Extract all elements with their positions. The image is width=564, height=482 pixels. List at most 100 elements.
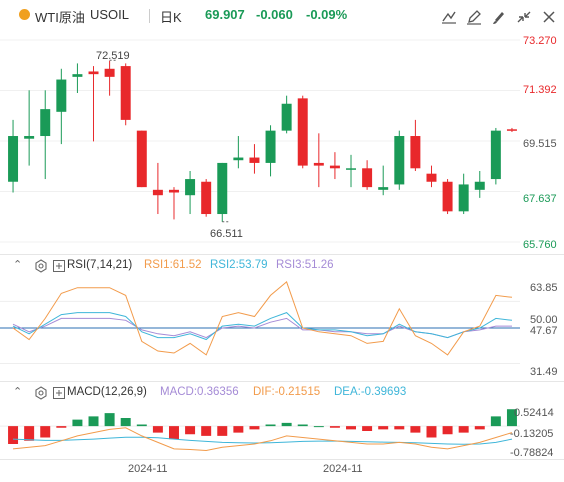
candle-body — [249, 157, 260, 163]
macd-bar — [458, 426, 469, 433]
macd-bar — [506, 409, 517, 427]
candlestick-chart[interactable] — [0, 32, 564, 254]
settings-icon[interactable] — [34, 259, 48, 273]
compress-icon — [517, 11, 531, 23]
candle-body — [281, 103, 292, 131]
macd-bar — [40, 426, 51, 438]
price-tick-5: 65.760 — [523, 239, 557, 251]
macd-bar — [490, 416, 501, 427]
close-icon — [543, 11, 555, 23]
macd-bar — [72, 419, 83, 427]
price-tick-1: 73.270 — [523, 35, 557, 47]
rsi-chart[interactable] — [0, 276, 564, 380]
candle-body — [265, 130, 276, 163]
chart-header: WTI原油 USOIL 日K 69.907 -0.060 -0.09% — [0, 0, 564, 32]
macd-bar — [442, 426, 453, 435]
candle-body — [378, 187, 389, 190]
dea-line — [12, 436, 513, 445]
macd-bar — [249, 426, 260, 430]
macd-bar — [136, 424, 147, 427]
candle-body — [474, 181, 485, 190]
price-tick-2: 71.392 — [523, 84, 557, 96]
settings-icon[interactable] — [34, 386, 48, 400]
candle-body — [233, 157, 244, 161]
symbol-name[interactable]: WTI原油 — [35, 10, 85, 25]
candle-body — [185, 179, 196, 196]
macd-bar — [152, 426, 163, 433]
compress-button[interactable] — [514, 8, 534, 26]
close-button[interactable] — [539, 8, 559, 26]
macd-bar — [88, 416, 99, 427]
rsi2-line — [12, 312, 513, 341]
macd-tick-2: -0.13205 — [510, 428, 554, 440]
macd-chart[interactable] — [0, 403, 564, 459]
candle-body — [56, 79, 67, 112]
candle-body — [152, 189, 163, 196]
macd-bar — [185, 426, 196, 435]
x-axis-label-1: 2024-11 — [128, 463, 168, 475]
macd-bar — [168, 426, 179, 440]
macd-value: MACD:0.36356 — [160, 386, 239, 398]
candle-body — [506, 129, 517, 131]
macd-bar — [313, 426, 324, 428]
candle-body — [426, 173, 437, 182]
rsi-legend: ⌃ RSI(7,14,21) RSI1:61.52 RSI2:53.79 RSI… — [0, 256, 520, 276]
candle-body — [88, 71, 99, 75]
candle-body — [8, 136, 19, 182]
rsi3-value: RSI3:51.26 — [276, 259, 334, 271]
price-change-pct: -0.09% — [306, 7, 348, 22]
candle-body — [329, 165, 340, 169]
candle-body — [346, 168, 357, 170]
candle-body — [313, 162, 324, 166]
rsi-label: RSI(7,14,21) — [67, 259, 133, 271]
draw-line-icon — [442, 11, 456, 24]
rsi1-value: RSI1:61.52 — [144, 259, 202, 271]
rsi-tick-4: 31.49 — [530, 366, 558, 378]
expand-icon[interactable] — [53, 387, 65, 399]
candle-body — [442, 181, 453, 212]
header-divider — [149, 9, 150, 23]
macd-label: MACD(12,26,9) — [67, 386, 147, 398]
macd-bar — [297, 424, 308, 427]
timeframe-selector[interactable]: 日K — [160, 10, 182, 25]
low-price-annotation: 66.511 — [210, 228, 243, 240]
collapse-icon[interactable]: ⌃ — [13, 386, 23, 398]
candle-body — [72, 74, 83, 77]
macd-bar — [281, 422, 292, 427]
dea-value: DEA:-0.39693 — [334, 386, 407, 398]
macd-legend: ⌃ MACD(12,26,9) MACD:0.36356 DIF:-0.2151… — [0, 383, 520, 403]
brush-button[interactable] — [489, 8, 509, 26]
dif-line — [12, 427, 513, 452]
panel-divider — [0, 254, 564, 255]
candle-body — [410, 136, 421, 169]
pen-icon — [467, 10, 481, 25]
candle-body — [40, 109, 51, 137]
candle-body — [297, 98, 308, 166]
draw-line-button[interactable] — [439, 8, 459, 26]
macd-bar — [201, 426, 212, 436]
macd-bar — [346, 426, 357, 430]
candle-body — [104, 68, 115, 77]
dif-value: DIF:-0.21515 — [253, 386, 321, 398]
macd-tick-3: -0.78824 — [510, 447, 554, 459]
candle-body — [490, 130, 501, 180]
macd-tick-1: 0.52414 — [514, 407, 554, 419]
macd-bar — [362, 426, 373, 431]
collapse-icon[interactable]: ⌃ — [13, 259, 23, 271]
rsi-tick-2: 50.00 — [530, 314, 558, 326]
candle-body — [136, 130, 147, 188]
pen-button[interactable] — [464, 8, 484, 26]
x-axis-divider — [0, 459, 564, 460]
price-tick-4: 67.637 — [523, 193, 557, 205]
rsi2-value: RSI2:53.79 — [210, 259, 268, 271]
macd-bar — [104, 413, 115, 427]
candle-body — [217, 162, 228, 215]
expand-icon[interactable] — [53, 260, 65, 272]
price-tick-3: 69.515 — [523, 138, 557, 150]
macd-bar — [217, 426, 228, 436]
symbol-code[interactable]: USOIL — [90, 7, 130, 22]
candle-body — [120, 66, 131, 120]
rsi1-line — [12, 281, 513, 356]
macd-bar — [56, 426, 67, 428]
macd-bar — [24, 426, 35, 441]
